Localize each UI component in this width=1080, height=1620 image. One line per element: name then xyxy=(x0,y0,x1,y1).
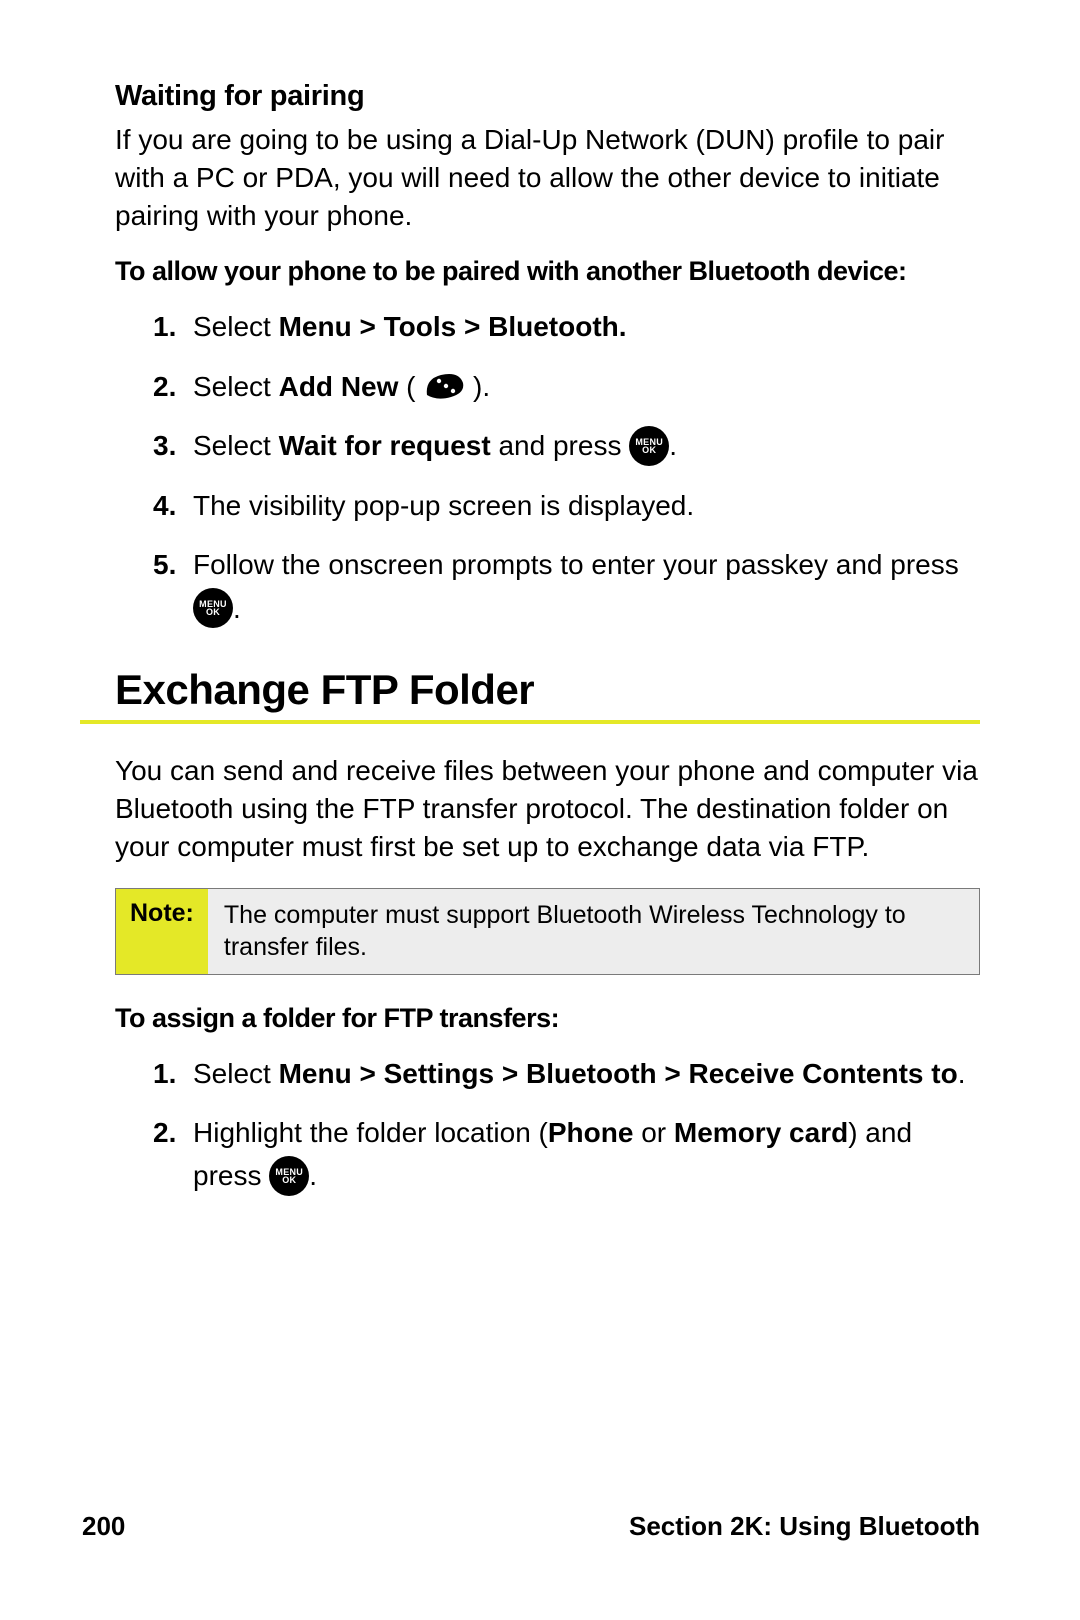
step-5: 5. Follow the onscreen prompts to enter … xyxy=(153,543,980,630)
step-2: 2. Select Add New ( ). xyxy=(153,365,980,408)
step-bold: Phone xyxy=(548,1117,634,1148)
step-text: . xyxy=(958,1058,966,1089)
step-number: 5. xyxy=(153,543,176,586)
step-number: 2. xyxy=(153,1111,176,1154)
step-text: . xyxy=(233,593,241,624)
menu-ok-icon: MENUOK xyxy=(269,1156,309,1196)
instruction-pairing: To allow your phone to be paired with an… xyxy=(115,256,980,287)
instruction-ftp: To assign a folder for FTP transfers: xyxy=(115,1003,980,1034)
note-label: Note: xyxy=(116,889,208,974)
step-text: ( xyxy=(398,371,423,402)
step-1: 1. Select Menu > Tools > Bluetooth. xyxy=(153,305,980,348)
section-label: Section 2K: Using Bluetooth xyxy=(629,1511,980,1542)
step-text: Select xyxy=(193,1058,279,1089)
step-text: Follow the onscreen prompts to enter you… xyxy=(193,549,959,580)
note-body: The computer must support Bluetooth Wire… xyxy=(208,889,979,974)
menu-ok-icon: MENUOK xyxy=(629,426,669,466)
step-text: and press xyxy=(491,430,630,461)
intro-paragraph-2: You can send and receive files between y… xyxy=(115,752,980,865)
page-number: 200 xyxy=(82,1511,125,1542)
page-content: Waiting for pairing If you are going to … xyxy=(0,0,1080,1198)
step-text: Select xyxy=(193,430,279,461)
step-bold: Menu > Tools > Bluetooth. xyxy=(279,311,627,342)
subheading-waiting: Waiting for pairing xyxy=(115,80,980,113)
step-text: . xyxy=(309,1160,317,1191)
section-title-ftp: Exchange FTP Folder xyxy=(115,666,980,714)
step-number: 4. xyxy=(153,484,176,527)
step-1: 1. Select Menu > Settings > Bluetooth > … xyxy=(153,1052,980,1095)
step-number: 2. xyxy=(153,365,176,408)
steps-ftp: 1. Select Menu > Settings > Bluetooth > … xyxy=(115,1052,980,1198)
step-text: Select xyxy=(193,311,279,342)
menu-ok-icon: MENUOK xyxy=(193,588,233,628)
step-number: 1. xyxy=(153,305,176,348)
step-bold: Wait for request xyxy=(279,430,491,461)
step-bold: Memory card xyxy=(674,1117,848,1148)
section-rule xyxy=(80,720,980,724)
step-text: . xyxy=(669,430,677,461)
step-text: Select xyxy=(193,371,279,402)
page-footer: 200 Section 2K: Using Bluetooth xyxy=(82,1511,980,1542)
step-2: 2. Highlight the folder location (Phone … xyxy=(153,1111,980,1198)
steps-pairing: 1. Select Menu > Tools > Bluetooth. 2. S… xyxy=(115,305,980,630)
step-number: 1. xyxy=(153,1052,176,1095)
step-bold: Menu > Settings > Bluetooth > Receive Co… xyxy=(279,1058,958,1089)
addnew-icon xyxy=(423,369,465,403)
step-4: 4. The visibility pop-up screen is displ… xyxy=(153,484,980,527)
step-number: 3. xyxy=(153,424,176,467)
step-text: or xyxy=(633,1117,673,1148)
step-text: Highlight the folder location ( xyxy=(193,1117,548,1148)
step-3: 3. Select Wait for request and press MEN… xyxy=(153,424,980,468)
step-bold: Add New xyxy=(279,371,399,402)
note-box: Note: The computer must support Bluetoot… xyxy=(115,888,980,975)
intro-paragraph-1: If you are going to be using a Dial-Up N… xyxy=(115,121,980,234)
step-text: ). xyxy=(465,371,490,402)
step-text: The visibility pop-up screen is displaye… xyxy=(193,490,694,521)
